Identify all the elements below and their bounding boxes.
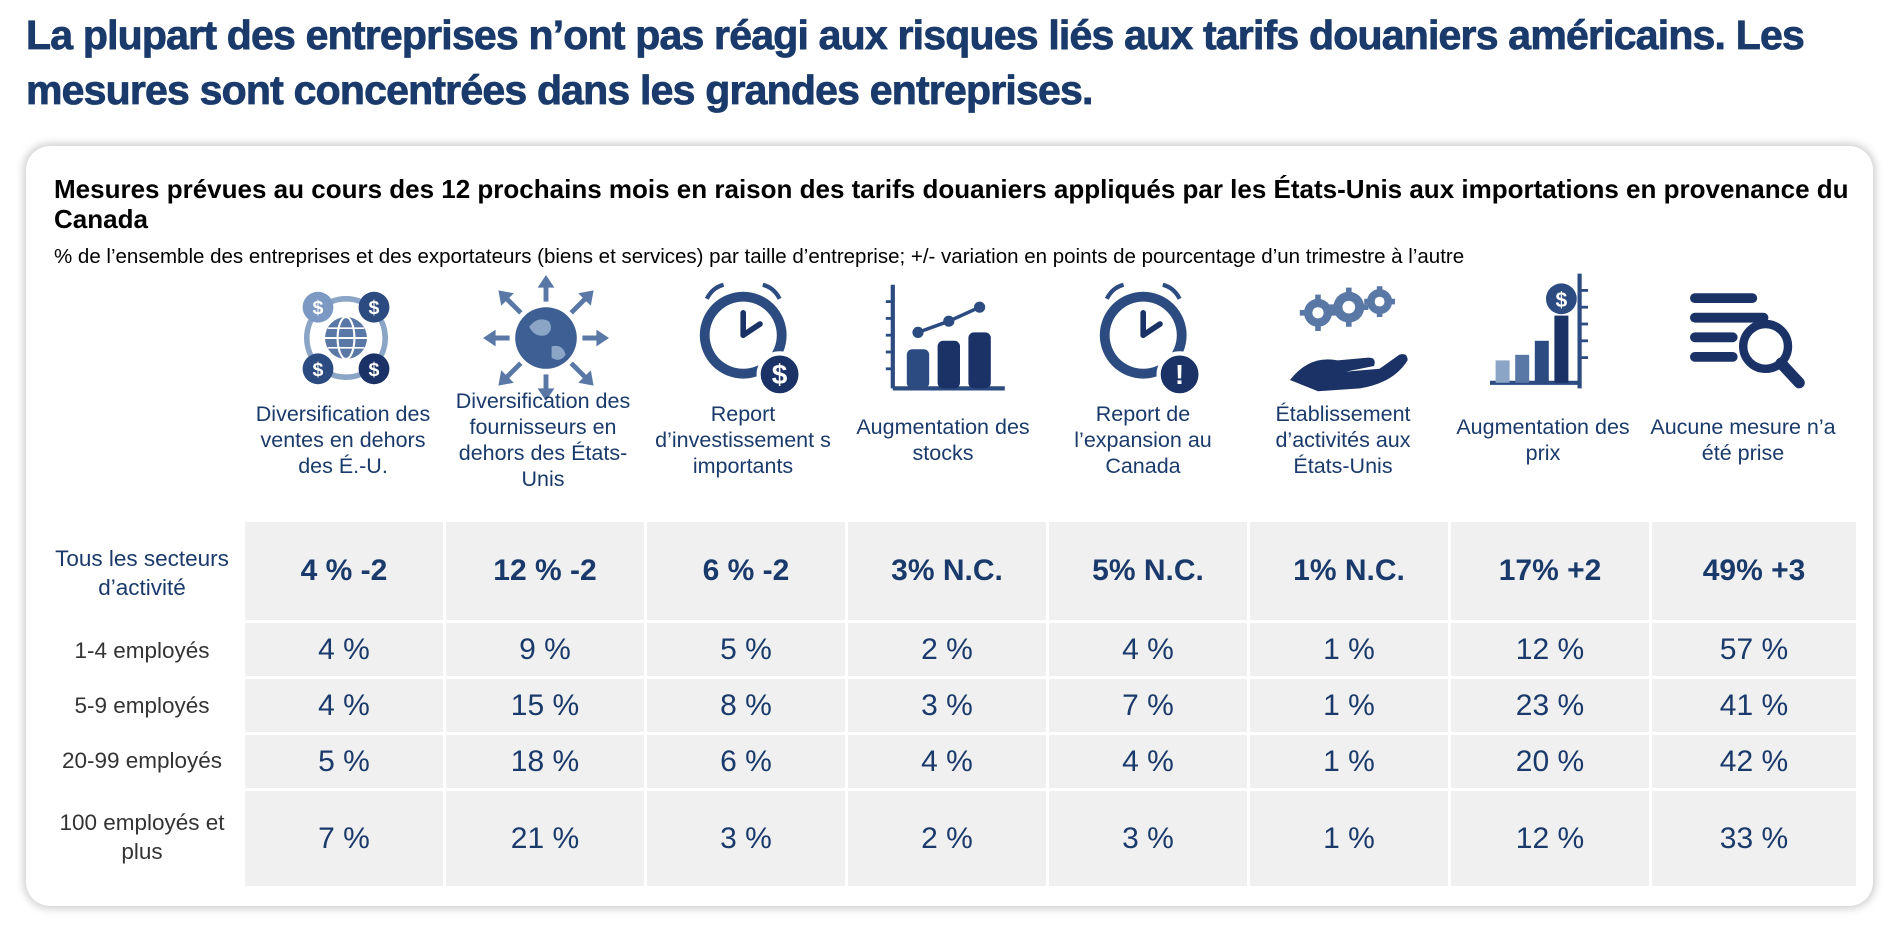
table-cell: 1 %: [1250, 679, 1448, 732]
table-cell: 4 %: [1049, 623, 1247, 676]
table-cell: 1 %: [1250, 623, 1448, 676]
table-cell: 3 %: [1049, 791, 1247, 886]
table-cell: 4 %: [245, 623, 443, 676]
table-cell: 5 %: [245, 735, 443, 788]
bar-growth-icon: [876, 268, 1016, 408]
table-cell: 9 %: [446, 623, 644, 676]
table-cell: 4 %: [1049, 735, 1247, 788]
table-cell: 12 %: [1451, 623, 1649, 676]
svg-text:$: $: [313, 359, 324, 381]
table-cell: 1 %: [1250, 735, 1448, 788]
table-cell: 2 %: [848, 791, 1046, 886]
globe-dollar-icon: $ $ $ $: [276, 268, 416, 408]
row-label: Tous les secteurs d’activité: [55, 546, 229, 600]
table-cell: 5 %: [647, 623, 845, 676]
table-cell: 42 %: [1652, 735, 1856, 788]
table-cell: 1 %: [1250, 791, 1448, 886]
table-cell: 4 % -2: [245, 522, 443, 620]
chart-title: Mesures prévues au cours des 12 prochain…: [54, 174, 1849, 234]
table-cell: 2 %: [848, 623, 1046, 676]
svg-text:$: $: [772, 359, 788, 390]
row-label: 20-99 employés: [61, 747, 223, 773]
table-cell: 57 %: [1652, 623, 1856, 676]
row-label: 100 employés et plus: [59, 810, 225, 864]
table-cell: 41 %: [1652, 679, 1856, 732]
table-cell: 7 %: [245, 791, 443, 886]
table-cell: 3% N.C.: [848, 522, 1046, 620]
svg-text:$: $: [1556, 289, 1568, 312]
table-cell: 33 %: [1652, 791, 1856, 886]
clock-dollar-icon: $: [676, 268, 816, 408]
table-cell: 18 %: [446, 735, 644, 788]
col-label: Augmentation des prix: [1456, 415, 1630, 465]
svg-text:$: $: [369, 297, 380, 319]
table-cell: 1% N.C.: [1250, 522, 1448, 620]
table-cell: 17% +2: [1451, 522, 1649, 620]
table-cell: 4 %: [245, 679, 443, 732]
chart-subtitle: % de l’ensemble des entreprises et des e…: [54, 245, 1465, 268]
svg-text:$: $: [313, 297, 324, 319]
globe-arrows-icon: [476, 268, 616, 408]
col-label: Diversification des fournisseurs en deho…: [455, 389, 631, 491]
table-cell: 49% +3: [1652, 522, 1856, 620]
table-cell: 12 %: [1451, 791, 1649, 886]
col-label: Augmentation des stocks: [856, 415, 1030, 465]
table-cell: 20 %: [1451, 735, 1649, 788]
table-cell: 7 %: [1049, 679, 1247, 732]
table-cell: 4 %: [848, 735, 1046, 788]
headline: La plupart des entreprises n’ont pas réa…: [26, 12, 1806, 114]
table-cell: 3 %: [848, 679, 1046, 732]
col-label: Établissement d’activités aux États-Unis: [1275, 402, 1411, 478]
table-cell: 3 %: [647, 791, 845, 886]
row-label: 5-9 employés: [74, 692, 210, 718]
table-cell: 8 %: [647, 679, 845, 732]
svg-text:!: !: [1175, 359, 1184, 390]
table-cell: 23 %: [1451, 679, 1649, 732]
col-label: Aucune mesure n’a été prise: [1650, 415, 1836, 465]
clock-alert-icon: !: [1076, 268, 1216, 408]
table-cell: 5% N.C.: [1049, 522, 1247, 620]
price-increase-icon: $: [1476, 268, 1616, 408]
table-cell: 21 %: [446, 791, 644, 886]
col-label: Diversification des ventes en dehors des…: [255, 402, 431, 478]
table-cell: 15 %: [446, 679, 644, 732]
col-label: Report d’investissement s importants: [655, 402, 831, 478]
hand-gears-icon: [1276, 268, 1416, 408]
table-cell: 12 % -2: [446, 522, 644, 620]
table-cell: 6 %: [647, 735, 845, 788]
row-label: 1-4 employés: [74, 637, 210, 663]
table-cell: 6 % -2: [647, 522, 845, 620]
svg-text:$: $: [369, 359, 380, 381]
col-label: Report de l’expansion au Canada: [1074, 402, 1212, 478]
list-search-icon: [1676, 268, 1816, 408]
